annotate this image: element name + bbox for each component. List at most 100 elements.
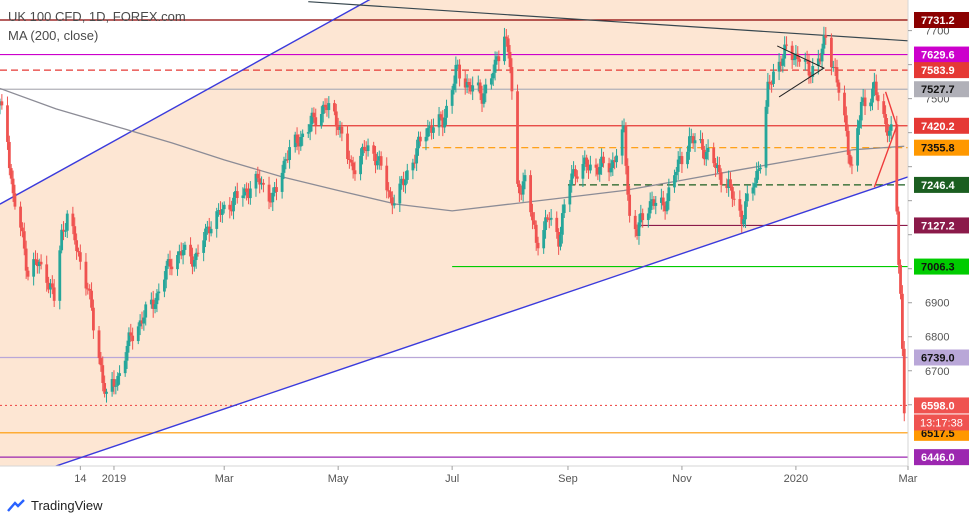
candle	[542, 221, 546, 254]
candle-body	[112, 379, 116, 387]
candle	[103, 375, 107, 398]
candle	[519, 185, 523, 201]
candle-body	[361, 146, 364, 156]
channel-upper-line	[0, 0, 371, 205]
price-label-4: 7420.2	[921, 121, 955, 133]
price-label-8: 7006.3	[921, 262, 955, 274]
candle-body	[288, 147, 291, 160]
candle-body	[21, 227, 24, 232]
candle-body	[92, 307, 95, 331]
candle	[413, 154, 417, 169]
candle	[441, 110, 445, 137]
candle-body	[222, 204, 226, 210]
candle	[183, 241, 187, 255]
candle	[869, 98, 873, 112]
candle	[254, 170, 258, 197]
candle	[637, 214, 641, 245]
candle	[99, 351, 103, 372]
candle-body	[779, 61, 783, 66]
candle	[362, 140, 366, 154]
candle	[166, 253, 170, 269]
candle	[58, 245, 62, 310]
candle-body	[34, 259, 37, 261]
candle-body	[267, 184, 271, 202]
candle	[886, 117, 889, 143]
candle	[456, 59, 460, 70]
candle	[792, 53, 796, 66]
candle	[84, 253, 88, 296]
candle-body	[673, 175, 676, 188]
candle	[21, 222, 24, 238]
candle-body	[600, 156, 603, 167]
tradingview-logo[interactable]: TradingView	[6, 498, 103, 513]
candle-body	[372, 145, 376, 154]
candle-body	[751, 187, 755, 194]
candle-body	[155, 293, 159, 305]
candle-body	[262, 182, 265, 185]
candle-body	[519, 193, 523, 195]
candle-body	[6, 105, 9, 142]
candle	[807, 53, 811, 84]
candle	[532, 212, 536, 230]
x-tick-label: Sep	[558, 473, 578, 485]
candle	[598, 158, 602, 182]
candle	[594, 158, 598, 177]
candle-body	[568, 185, 572, 205]
candle	[140, 311, 144, 330]
candle	[676, 151, 680, 180]
candle-body	[667, 187, 671, 202]
candle	[465, 74, 469, 94]
candle	[531, 203, 534, 230]
candle-body	[151, 299, 155, 309]
candle-body	[542, 230, 546, 249]
ma200-line	[0, 87, 905, 212]
candle	[727, 170, 731, 197]
price-label-3: 7527.7	[921, 84, 955, 96]
candle	[34, 250, 37, 265]
candle	[6, 96, 9, 150]
candle	[62, 221, 65, 241]
candle-body	[50, 283, 54, 288]
candle	[32, 252, 36, 286]
candle	[523, 169, 527, 190]
candle	[480, 85, 484, 113]
candle-body	[659, 197, 663, 203]
candle-body	[848, 154, 852, 165]
candle	[118, 365, 121, 385]
candle-body	[740, 210, 744, 225]
candle-body	[125, 346, 129, 361]
candle	[583, 150, 587, 171]
candle	[390, 191, 394, 215]
candle	[340, 122, 344, 142]
candle-body	[176, 255, 179, 270]
candle	[544, 209, 547, 239]
candle-body	[508, 51, 512, 68]
candle-body	[114, 385, 118, 387]
candle	[299, 130, 303, 151]
candle	[714, 157, 717, 177]
candle-body	[575, 176, 579, 179]
candle	[88, 284, 92, 300]
candle	[476, 75, 480, 92]
candle	[248, 181, 252, 205]
candle-body	[517, 183, 521, 194]
candle-body	[676, 159, 680, 172]
candle-body	[362, 146, 366, 151]
candle	[0, 94, 4, 110]
candle	[262, 179, 265, 193]
candle-body	[194, 252, 198, 261]
candle	[323, 98, 327, 114]
candle-body	[19, 206, 22, 228]
candle	[321, 101, 325, 123]
candle-body	[260, 182, 263, 185]
candle	[405, 163, 409, 184]
candle	[353, 161, 357, 181]
candle	[205, 220, 209, 235]
candle	[740, 204, 744, 233]
candle	[648, 192, 652, 219]
candle-body	[469, 85, 473, 92]
candle-body	[581, 163, 585, 179]
candle	[163, 271, 166, 298]
